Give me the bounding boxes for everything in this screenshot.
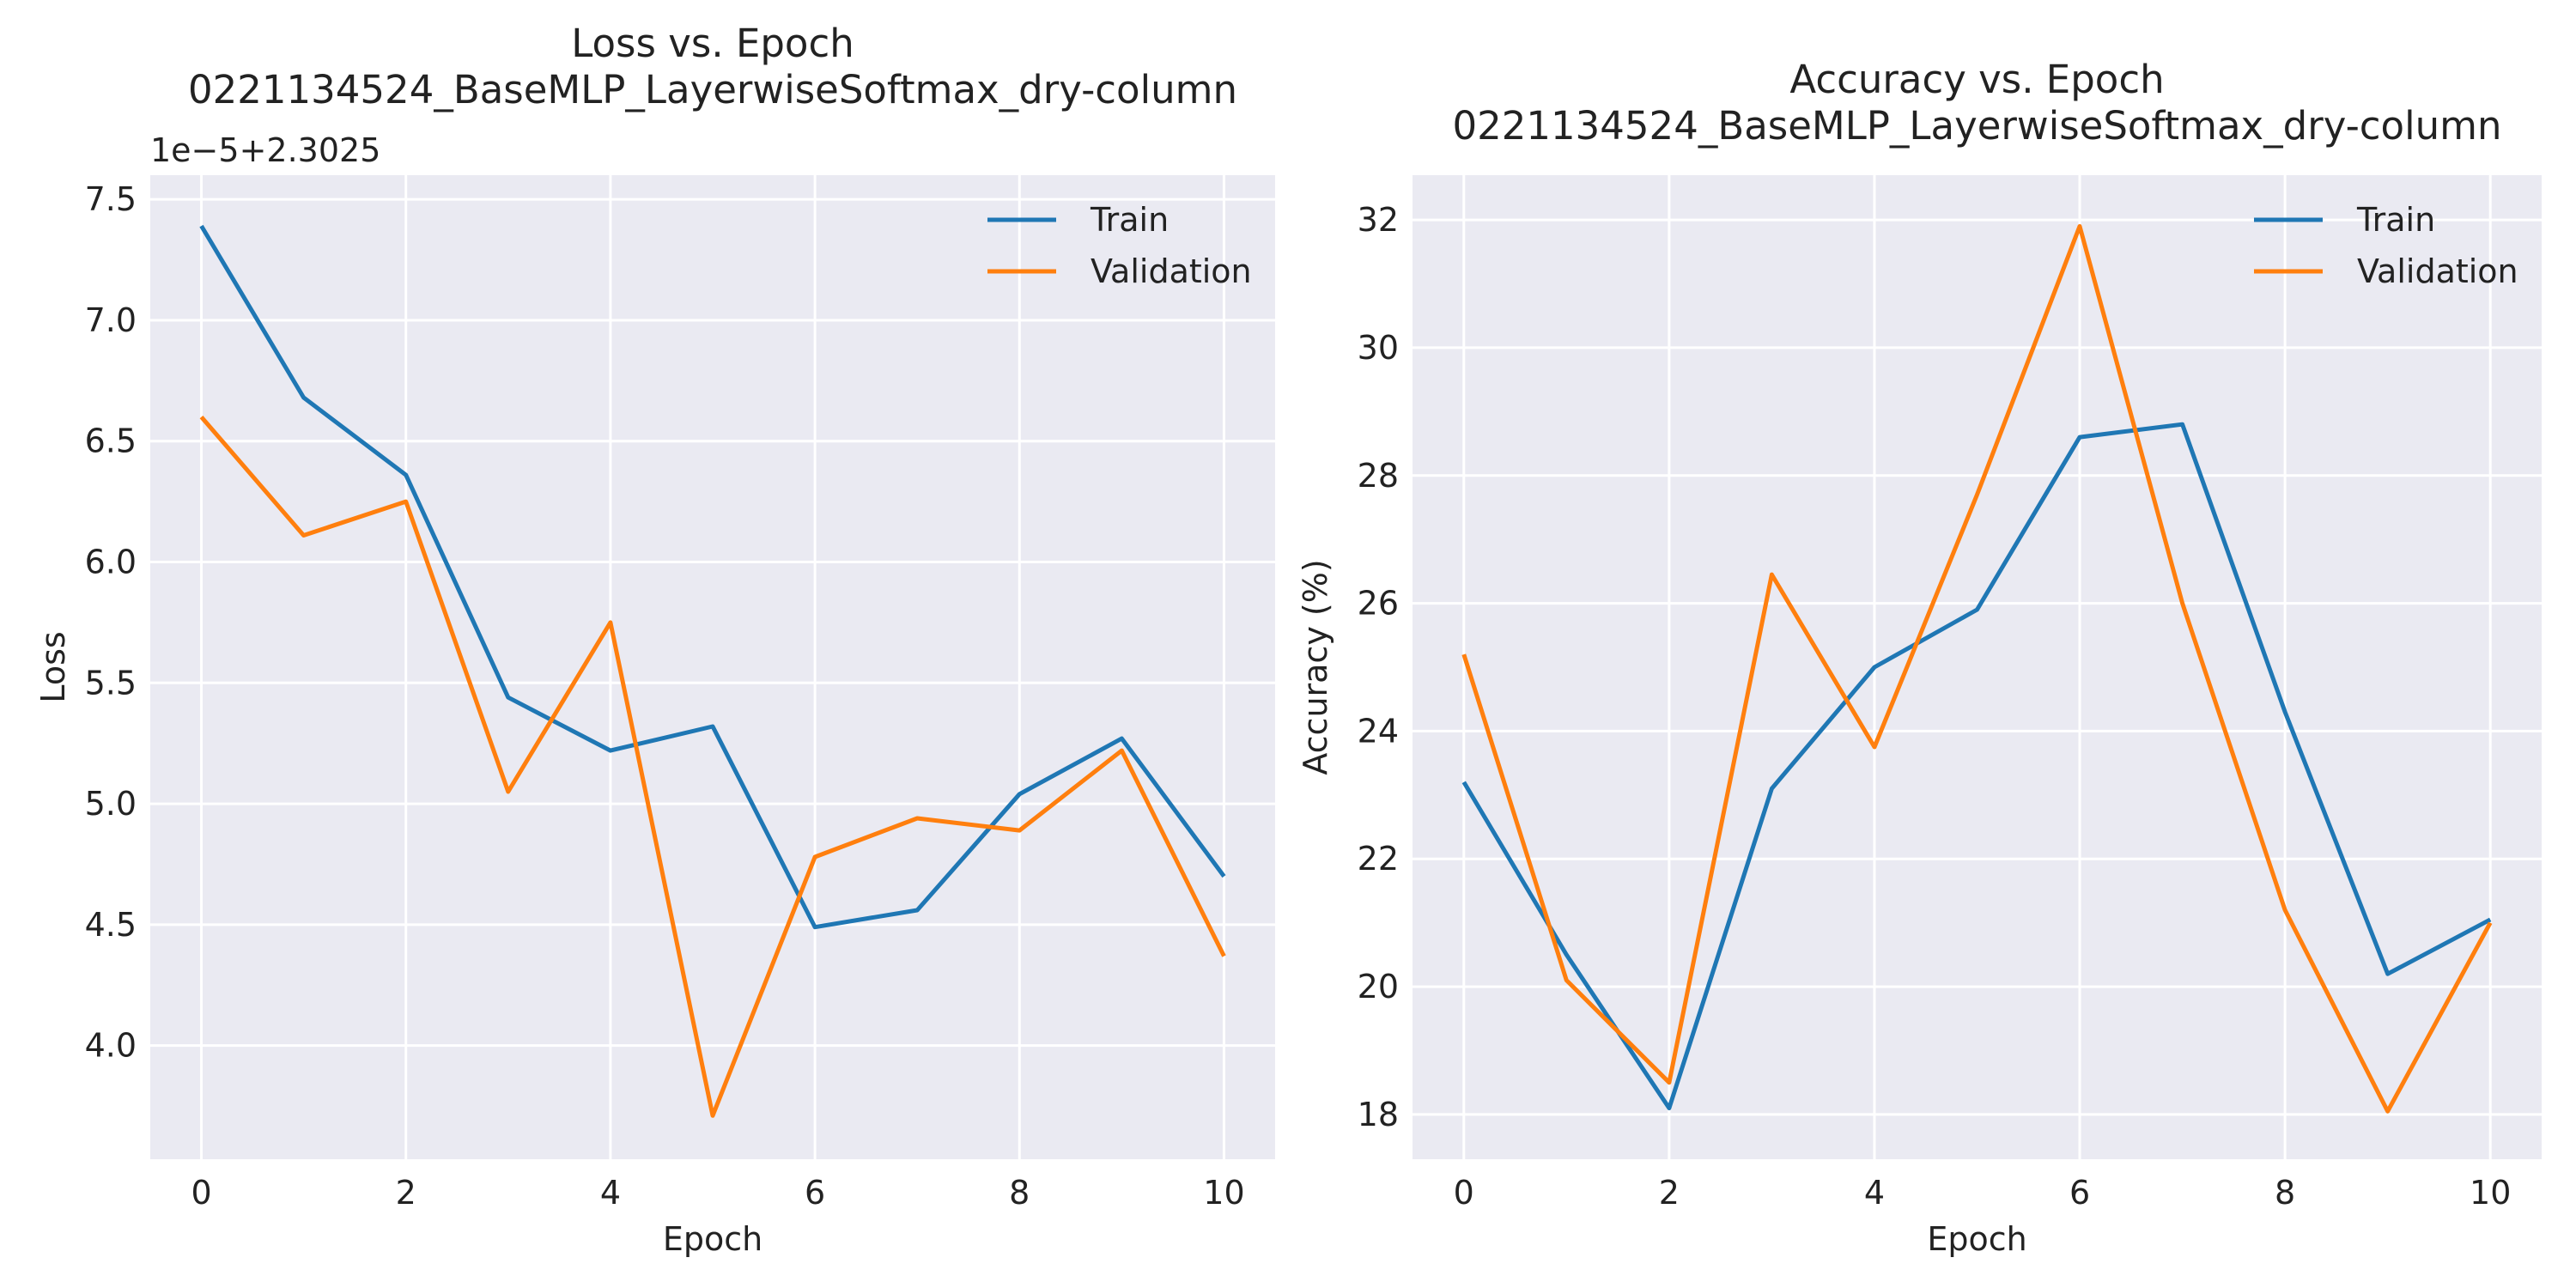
y-tick-label: 20: [1358, 968, 1399, 1005]
y-tick-label: 22: [1358, 840, 1399, 878]
x-tick-label: 4: [1864, 1174, 1885, 1212]
legend: Train Validation: [987, 201, 1252, 290]
x-tick-label: 4: [600, 1174, 621, 1212]
x-tick-label: 8: [2275, 1174, 2295, 1212]
y-tick-label: 4.0: [85, 1027, 137, 1065]
chart-title: Accuracy vs. Epoch: [1789, 57, 2164, 102]
y-tick-label: 18: [1358, 1096, 1399, 1133]
y-tick-label: 28: [1358, 457, 1399, 495]
x-tick-label: 8: [1009, 1174, 1030, 1212]
y-tick-label: 6.5: [85, 422, 137, 460]
series-line-validation: [1461, 224, 2493, 1114]
y-tick-label: 4.5: [85, 906, 137, 944]
series-line-validation: [199, 415, 1226, 1118]
plot-area: [1413, 175, 2542, 1159]
x-tick-label: 6: [2069, 1174, 2090, 1212]
legend-label-train: Train: [1090, 201, 1169, 239]
y-tick-label: 5.0: [85, 785, 137, 823]
chart-panel-0: 0 2 4 6 8 10 4.0 4.5 5.0 5.5 6.0 6.5 7.0 7.5 Loss vs. …: [34, 21, 1275, 1258]
chart-title: Loss vs. Epoch: [571, 21, 854, 66]
x-axis-label: Epoch: [1927, 1220, 2026, 1258]
y-tick-label: 26: [1358, 585, 1399, 623]
x-tick-label: 10: [2470, 1174, 2511, 1212]
x-tick-label: 2: [396, 1174, 416, 1212]
y-tick-label: 6.0: [85, 544, 137, 581]
chart-subtitle: 0221134524_BaseMLP_LayerwiseSoftmax_dry-…: [1453, 103, 2502, 149]
series-line-train: [199, 224, 1226, 930]
y-tick-label: 5.5: [85, 664, 137, 702]
x-tick-label: 0: [191, 1174, 211, 1212]
x-tick-label: 10: [1203, 1174, 1244, 1212]
x-tick-label: 6: [805, 1174, 825, 1212]
y-tick-label: 24: [1358, 712, 1399, 750]
legend: Train Validation: [2254, 201, 2518, 290]
legend-label-train: Train: [2356, 201, 2435, 239]
x-tick-label: 2: [1659, 1174, 1680, 1212]
y-axis-label: Loss: [34, 631, 72, 702]
plot-area: [150, 175, 1275, 1159]
series-line-train: [1461, 422, 2492, 1110]
legend-label-validation: Validation: [2357, 252, 2518, 290]
y-tick-label: 30: [1358, 329, 1399, 367]
y-axis-label: Accuracy (%): [1297, 559, 1334, 775]
chart-subtitle: 0221134524_BaseMLP_LayerwiseSoftmax_dry-…: [188, 67, 1237, 112]
y-offset-label: 1e−5+2.3025: [150, 131, 380, 169]
y-tick-label: 7.5: [85, 180, 137, 218]
legend-label-validation: Validation: [1091, 252, 1252, 290]
x-axis-label: Epoch: [663, 1220, 762, 1258]
y-tick-label: 7.0: [85, 301, 137, 339]
y-tick-label: 32: [1358, 201, 1399, 239]
x-tick-label: 0: [1454, 1174, 1474, 1212]
